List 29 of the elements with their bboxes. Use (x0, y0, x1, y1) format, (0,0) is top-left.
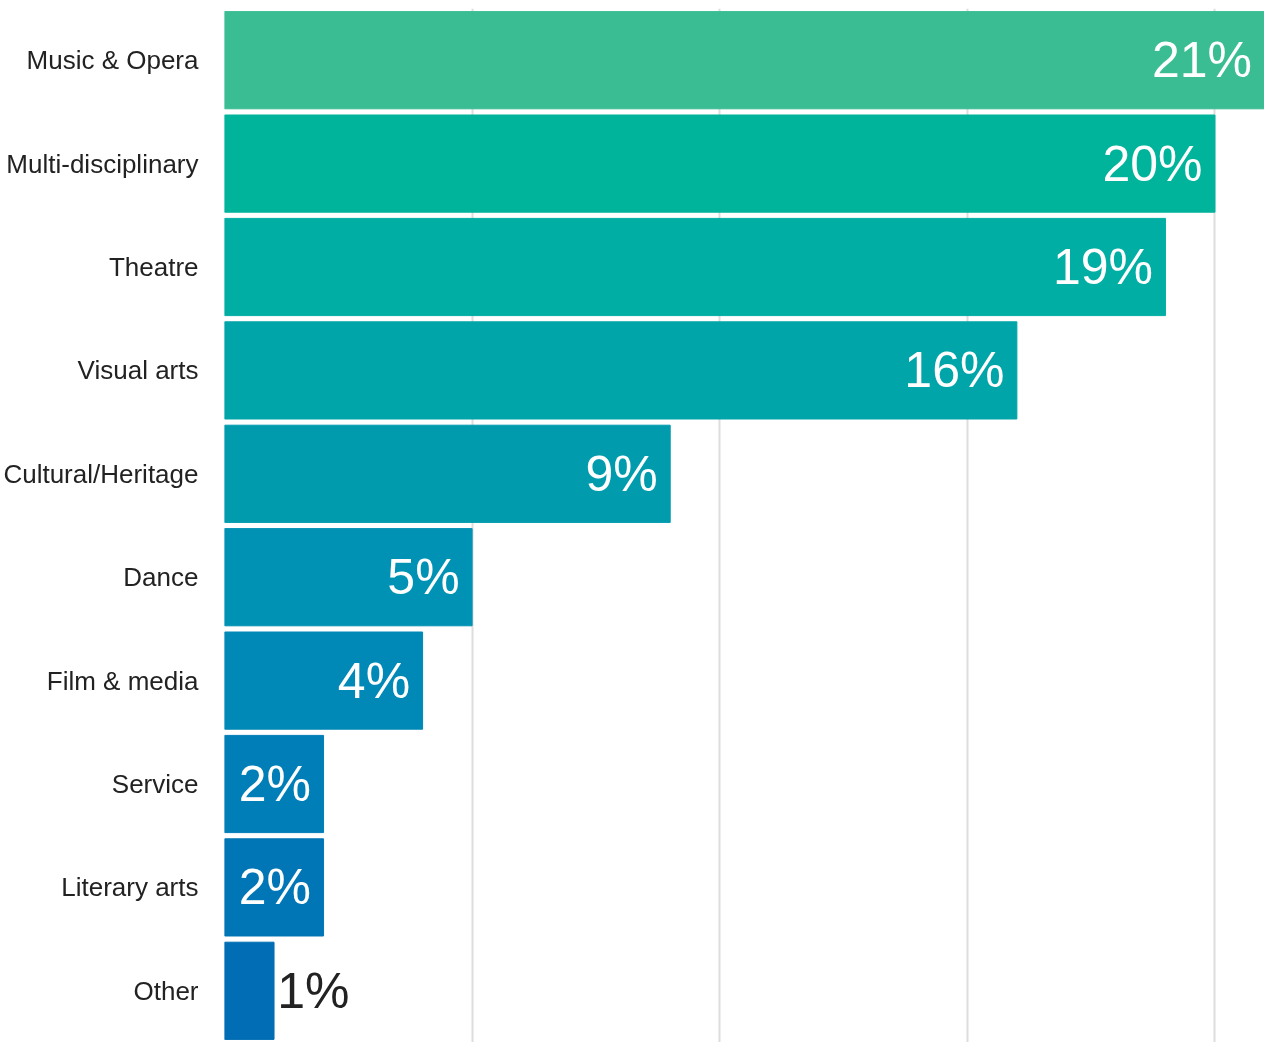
data-label: 4% (337, 652, 411, 709)
bar (224, 941, 275, 1040)
y-tick-label: Visual arts (77, 355, 199, 386)
bar (224, 321, 1018, 420)
y-tick-label: Multi-disciplinary (6, 148, 199, 179)
data-label: 2% (238, 859, 312, 916)
data-label: 21% (1151, 32, 1253, 89)
data-label: 1% (277, 962, 350, 1019)
data-label: 20% (1102, 135, 1203, 192)
y-tick-label: Dance (123, 562, 199, 593)
bar (224, 424, 671, 523)
bar (224, 528, 473, 627)
y-tick-label: Music & Opera (26, 45, 200, 76)
y-tick-label: Literary arts (61, 872, 199, 903)
y-tick-label: Theatre (108, 252, 199, 282)
bar (224, 838, 325, 937)
data-label: 5% (387, 549, 460, 606)
data-label: 19% (1052, 239, 1153, 295)
y-tick-label: Film & media (46, 665, 200, 696)
bar (224, 217, 1166, 317)
bar (224, 114, 1216, 213)
y-tick-label: Other (133, 975, 199, 1006)
bar (224, 11, 1264, 110)
y-tick-label: Cultural/Heritage (3, 458, 199, 489)
bar (224, 631, 424, 730)
y-tick-label: Service (111, 769, 199, 799)
data-label: 2% (238, 756, 312, 812)
data-label: 9% (585, 445, 658, 502)
data-label: 16% (904, 342, 1005, 399)
